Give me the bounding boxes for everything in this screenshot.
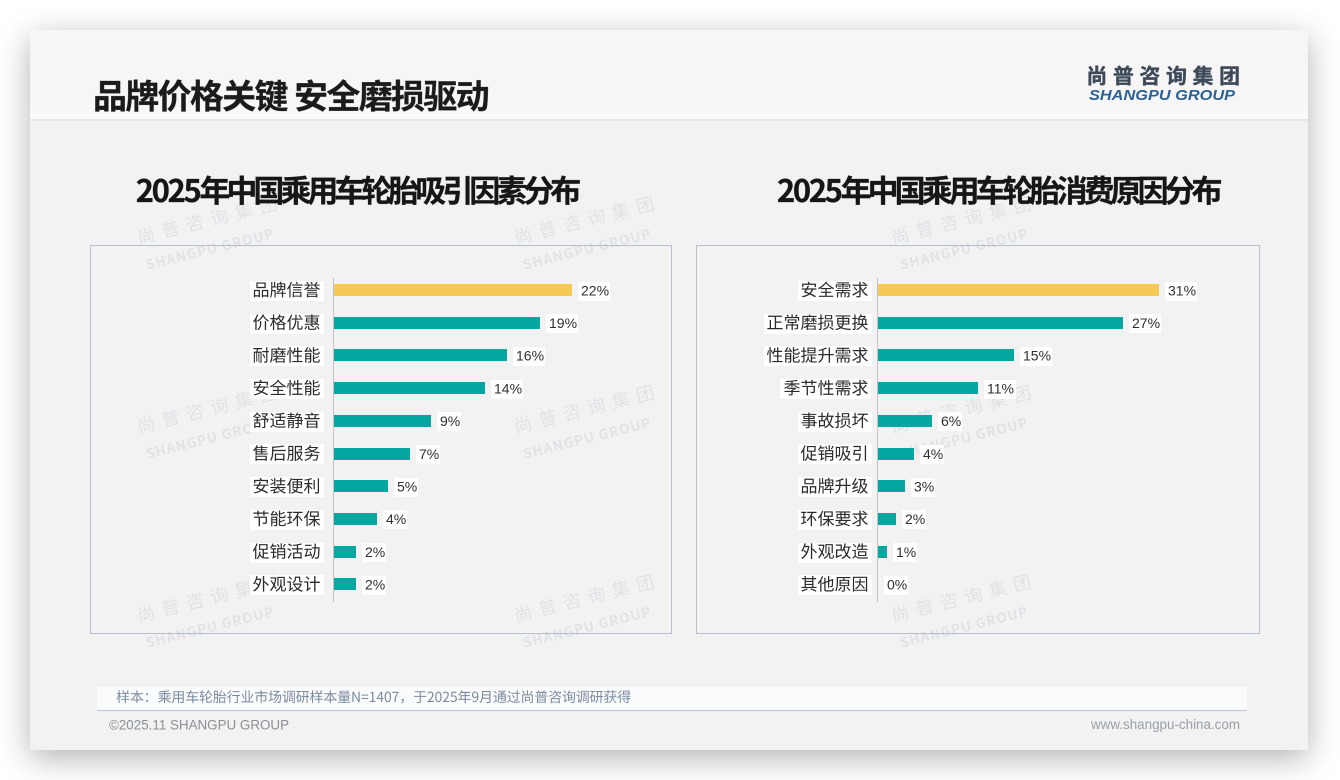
svg-text:0%: 0% (887, 577, 907, 593)
svg-text:SHANGPU GROUP: SHANGPU GROUP (1089, 87, 1236, 104)
svg-text:22%: 22% (581, 282, 609, 298)
svg-text:19%: 19% (549, 315, 577, 331)
svg-text:16%: 16% (516, 348, 544, 364)
svg-text:15%: 15% (1023, 348, 1051, 364)
svg-text:27%: 27% (1132, 315, 1160, 331)
svg-text:31%: 31% (1168, 282, 1196, 298)
svg-text:6%: 6% (941, 413, 961, 429)
svg-text:1%: 1% (896, 544, 916, 560)
svg-text:©2025.11 SHANGPU GROUP: ©2025.11 SHANGPU GROUP (109, 718, 289, 733)
svg-text:4%: 4% (386, 511, 406, 527)
svg-text:www.shangpu-china.com: www.shangpu-china.com (1090, 717, 1240, 732)
svg-text:2%: 2% (365, 544, 385, 560)
svg-text:2%: 2% (365, 577, 385, 593)
svg-text:4%: 4% (923, 446, 943, 462)
svg-text:2%: 2% (905, 511, 925, 527)
svg-text:3%: 3% (914, 479, 934, 495)
svg-text:14%: 14% (494, 380, 522, 396)
svg-text:11%: 11% (987, 380, 1014, 396)
svg-text:5%: 5% (397, 479, 417, 495)
svg-text:9%: 9% (440, 413, 460, 429)
svg-text:7%: 7% (419, 446, 439, 462)
